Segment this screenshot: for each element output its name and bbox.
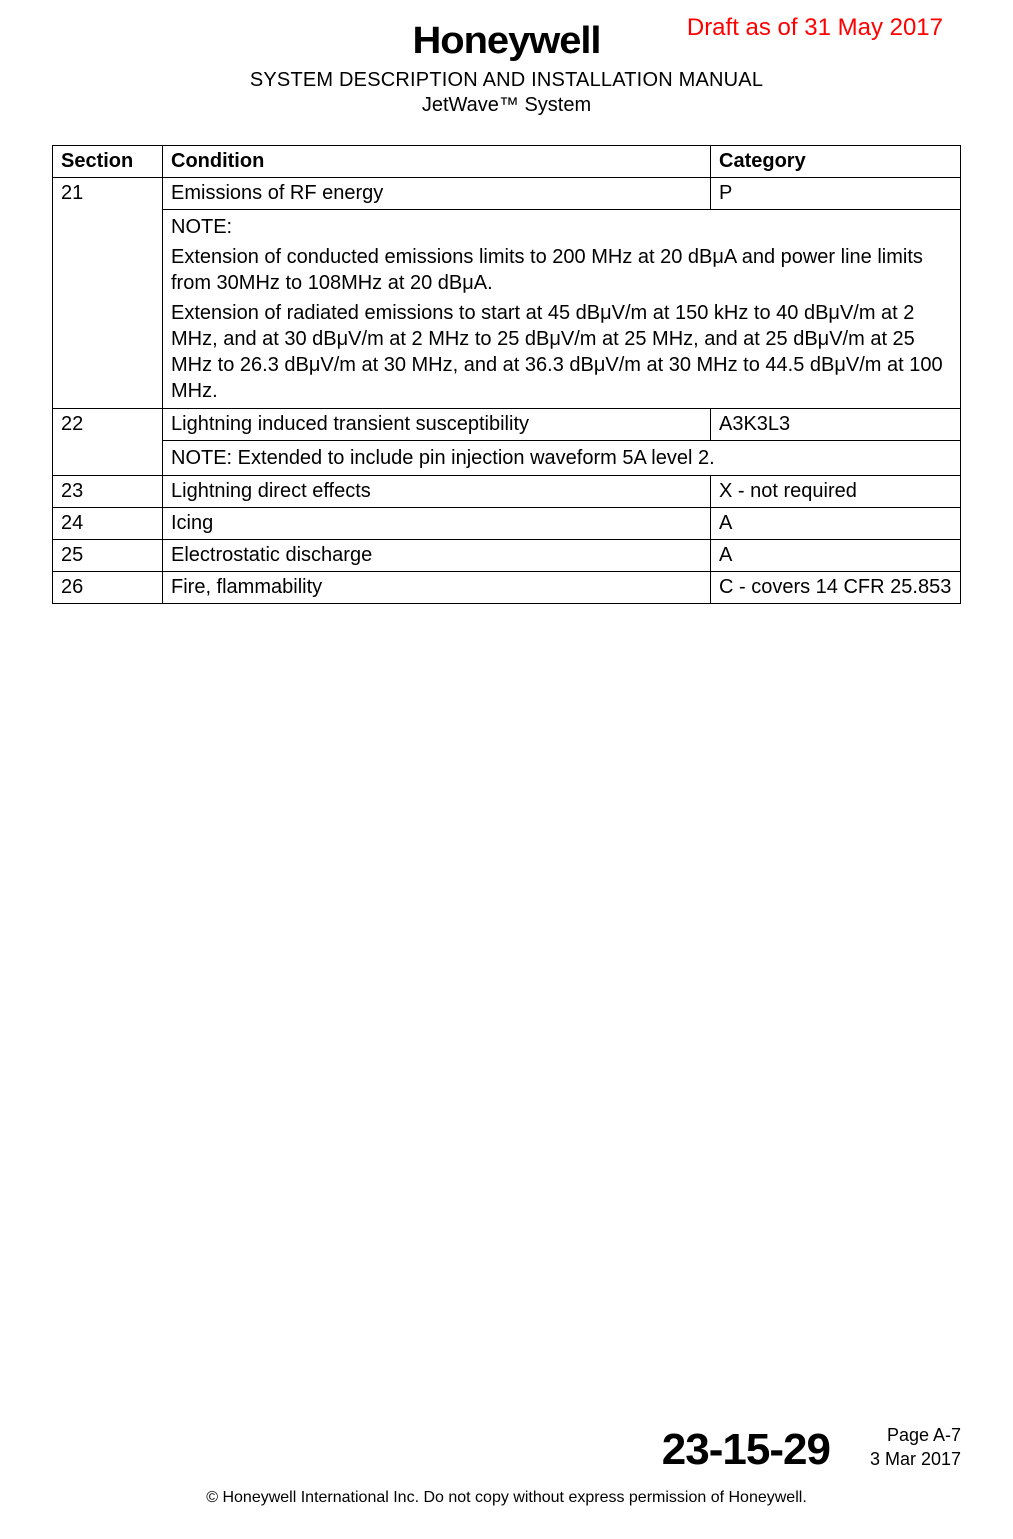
- cell-condition: Lightning induced transient susceptibili…: [163, 409, 711, 441]
- cell-category: A: [711, 540, 961, 572]
- cell-section: 22: [53, 409, 163, 441]
- copyright-line: © Honeywell International Inc. Do not co…: [52, 1489, 961, 1507]
- col-header-section: Section: [53, 146, 163, 178]
- cell-condition: Fire, flammability: [163, 572, 711, 604]
- draft-stamp: Draft as of 31 May 2017: [687, 14, 943, 42]
- table-row: 22 Lightning induced transient susceptib…: [53, 409, 961, 441]
- document-title: SYSTEM DESCRIPTION AND INSTALLATION MANU…: [52, 69, 961, 92]
- cell-section: 24: [53, 508, 163, 540]
- cell-note: NOTE: Extension of conducted emissions l…: [163, 210, 961, 409]
- page-date: 3 Mar 2017: [870, 1448, 961, 1471]
- page-date-block: Page A-7 3 Mar 2017: [870, 1424, 961, 1475]
- cell-section: 25: [53, 540, 163, 572]
- table-row: 26 Fire, flammability C - covers 14 CFR …: [53, 572, 961, 604]
- honeywell-logo: Honeywell: [413, 20, 601, 63]
- table-note-row: NOTE: Extension of conducted emissions l…: [53, 210, 961, 409]
- cell-note: NOTE: Extended to include pin injection …: [163, 441, 961, 476]
- note-line: NOTE: Extended to include pin injection …: [171, 445, 952, 471]
- cell-condition: Lightning direct effects: [163, 476, 711, 508]
- table-row: 25 Electrostatic discharge A: [53, 540, 961, 572]
- cell-category: A: [711, 508, 961, 540]
- table-note-row: NOTE: Extended to include pin injection …: [53, 441, 961, 476]
- page-label: Page A-7: [870, 1424, 961, 1447]
- col-header-category: Category: [711, 146, 961, 178]
- cell-category: X - not required: [711, 476, 961, 508]
- cell-section-empty: [53, 441, 163, 476]
- cell-condition: Emissions of RF energy: [163, 178, 711, 210]
- cell-section: 23: [53, 476, 163, 508]
- footer-row: 23-15-29 Page A-7 3 Mar 2017: [52, 1424, 961, 1475]
- table-row: 23 Lightning direct effects X - not requ…: [53, 476, 961, 508]
- document-footer: 23-15-29 Page A-7 3 Mar 2017 © Honeywell…: [52, 1424, 961, 1507]
- table-row: 24 Icing A: [53, 508, 961, 540]
- document-number: 23-15-29: [662, 1425, 830, 1475]
- cell-condition: Icing: [163, 508, 711, 540]
- cell-category: A3K3L3: [711, 409, 961, 441]
- cell-category: C - covers 14 CFR 25.853: [711, 572, 961, 604]
- cell-condition: Electrostatic discharge: [163, 540, 711, 572]
- table-header-row: Section Condition Category: [53, 146, 961, 178]
- note-line: Extension of conducted emissions limits …: [171, 244, 952, 296]
- conditions-table: Section Condition Category 21 Emissions …: [52, 145, 961, 604]
- cell-category: P: [711, 178, 961, 210]
- cell-section: 26: [53, 572, 163, 604]
- document-page: Draft as of 31 May 2017 Honeywell SYSTEM…: [0, 0, 1013, 1539]
- note-line: NOTE:: [171, 214, 952, 240]
- note-line: Extension of radiated emissions to start…: [171, 300, 952, 404]
- col-header-condition: Condition: [163, 146, 711, 178]
- cell-section-empty: [53, 210, 163, 409]
- document-subtitle: JetWave™ System: [52, 94, 961, 117]
- table-row: 21 Emissions of RF energy P: [53, 178, 961, 210]
- cell-section: 21: [53, 178, 163, 210]
